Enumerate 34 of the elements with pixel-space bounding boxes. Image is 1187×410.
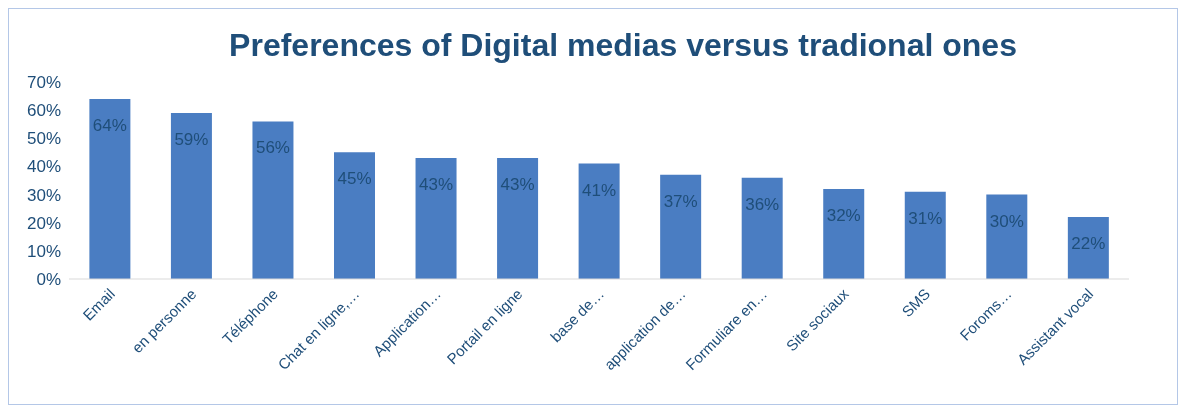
data-label: 59%	[174, 130, 209, 150]
bar	[89, 98, 131, 279]
data-label: 37%	[663, 191, 698, 211]
data-label: 45%	[337, 169, 372, 189]
y-tick-label: 70%	[26, 73, 61, 93]
data-label: 22%	[1071, 234, 1106, 254]
data-label: 30%	[989, 211, 1024, 231]
y-tick-label: 30%	[26, 185, 61, 205]
bar	[986, 194, 1028, 279]
chart-title: Preferences of Digital medias versus tradional ones	[228, 26, 1018, 65]
bar	[170, 112, 212, 279]
data-label: 32%	[826, 206, 861, 226]
y-tick-label: 0%	[36, 270, 61, 290]
bar	[497, 157, 539, 279]
y-tick-label: 50%	[26, 129, 61, 149]
bar	[823, 188, 865, 279]
data-label: 56%	[255, 138, 290, 158]
y-tick-label: 20%	[26, 213, 61, 233]
data-label: 43%	[500, 175, 535, 195]
y-tick-label: 40%	[26, 157, 61, 177]
data-label: 64%	[92, 115, 127, 135]
data-label: 41%	[582, 180, 617, 200]
y-tick-label: 10%	[26, 241, 61, 261]
data-label: 43%	[419, 175, 454, 195]
bar	[578, 163, 620, 279]
data-label: 36%	[745, 194, 780, 214]
bar	[334, 152, 375, 279]
data-label: 31%	[908, 208, 943, 228]
bar	[660, 174, 702, 279]
y-tick-label: 60%	[26, 101, 61, 121]
bar	[741, 177, 783, 279]
bar	[415, 157, 457, 279]
bar	[904, 191, 946, 279]
bar	[252, 121, 294, 279]
